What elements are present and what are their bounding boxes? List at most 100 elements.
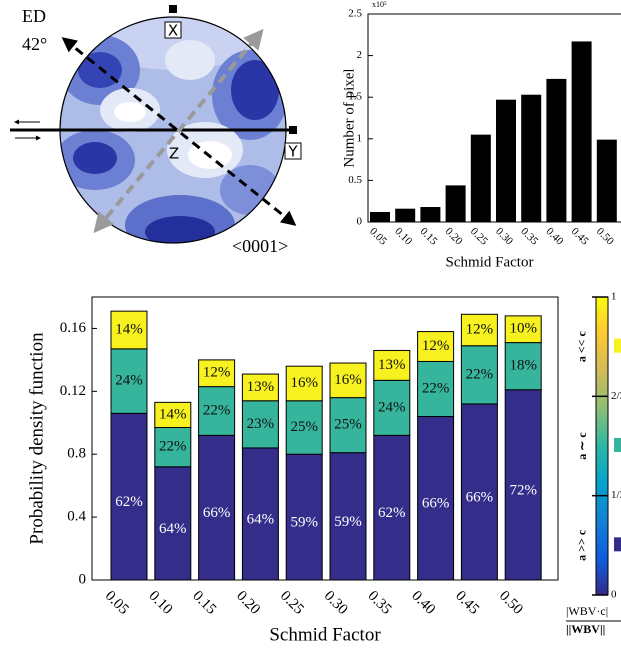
x-tick-label: 0.40 — [543, 225, 565, 247]
x-tick-label: 0.35 — [365, 588, 395, 618]
colorbar-tick-label: 2/3 — [611, 390, 621, 402]
direction-label: <0001> — [232, 236, 288, 256]
bar-segment — [241, 447, 279, 581]
y-tick-label: 1 — [357, 132, 363, 144]
y-tick-label: 0.4 — [67, 509, 86, 525]
share-label: 62% — [115, 494, 143, 510]
y-multiplier: x10⁵ — [372, 0, 387, 9]
colorbar-label-top: |WBV·c| — [566, 604, 608, 618]
bar-segment — [504, 342, 542, 391]
x-tick-label: 0.15 — [189, 588, 219, 618]
bar — [395, 208, 416, 222]
bar-segment — [154, 401, 192, 428]
x-tick-label: 0.05 — [367, 225, 389, 247]
x-tick-label: 0.45 — [569, 225, 591, 247]
share-label: 59% — [334, 514, 362, 530]
y-tick-label: 0.16 — [60, 320, 87, 336]
bar-segment — [198, 359, 236, 388]
share-label: 18% — [509, 358, 537, 374]
bar-segment — [110, 412, 148, 581]
legend-label: a >> c — [575, 529, 589, 561]
x-tick-label: 0.10 — [146, 588, 176, 618]
axis-x-label: X — [168, 22, 178, 40]
bar — [470, 134, 491, 222]
share-label: 12% — [422, 338, 450, 354]
x-tick-label: 0.25 — [277, 588, 307, 618]
y-tick-label: 0 — [79, 571, 87, 587]
share-label: 66% — [466, 489, 494, 505]
colorbar-tick-label: 1/3 — [611, 489, 621, 501]
label-box — [164, 21, 182, 39]
bar-segment — [373, 379, 411, 436]
bar-segment — [460, 313, 498, 347]
bar-segment — [241, 400, 279, 449]
y-tick-label: 0 — [357, 216, 363, 228]
legend-label: a ∼ c — [575, 432, 589, 460]
share-label: 14% — [115, 321, 143, 337]
legend-swatch — [614, 338, 621, 353]
x-tick-label: 0.05 — [102, 588, 132, 618]
axes-frame — [91, 296, 559, 581]
bar — [571, 41, 592, 223]
share-label: 12% — [466, 321, 494, 337]
x-tick-label: 0.35 — [518, 225, 540, 247]
bar-segment — [329, 397, 367, 454]
pole-figure: X Y Z ED 42° <0001> — [10, 5, 302, 256]
x-tick-label: 0.45 — [452, 588, 482, 618]
legend-swatch — [614, 438, 621, 452]
bar-segment — [110, 310, 148, 350]
y-tick-label: 0.5 — [348, 174, 362, 186]
bar-segment — [417, 415, 455, 581]
pole-marker — [289, 126, 297, 134]
colorbar-label-bottom: ||WBV|| — [566, 622, 605, 636]
bar — [496, 99, 516, 222]
share-label: 13% — [247, 379, 275, 395]
share-label: 64% — [247, 511, 275, 527]
share-label: 22% — [159, 439, 187, 455]
share-label: 16% — [290, 375, 318, 391]
x-tick-label: 0.40 — [408, 588, 438, 618]
colorbar — [595, 296, 609, 596]
bar-segment — [460, 345, 498, 405]
x-tick-label: 0.20 — [233, 588, 263, 618]
bar — [445, 185, 466, 222]
share-label: 66% — [203, 505, 231, 521]
bar-segment — [504, 389, 542, 581]
share-label: 24% — [115, 373, 143, 389]
share-label: 64% — [159, 521, 187, 537]
share-label: 22% — [203, 402, 231, 418]
axis-z-label: Z — [169, 145, 179, 163]
ed-label: ED — [22, 6, 46, 26]
colorbar-tick-label: 1 — [611, 291, 617, 303]
share-label: 22% — [422, 380, 450, 396]
share-label: 10% — [509, 321, 537, 337]
y-tick-label: 0.8 — [67, 446, 86, 462]
x-tick-label: 0.30 — [493, 225, 515, 247]
share-label: 16% — [334, 372, 362, 388]
share-label: 25% — [290, 419, 318, 435]
y-tick-label: 2 — [357, 49, 363, 61]
label-box — [284, 142, 302, 160]
x-tick-label: 0.25 — [468, 225, 490, 247]
bar-segment — [154, 466, 192, 581]
legend-label: a << c — [575, 330, 589, 362]
y-tick-label: 0.12 — [60, 383, 86, 399]
angle-label: 42° — [22, 34, 47, 54]
bar-segment — [285, 400, 323, 455]
legend-swatch — [614, 537, 621, 552]
share-label: 23% — [247, 416, 275, 432]
bar-segment — [154, 426, 192, 468]
share-label: 13% — [378, 357, 406, 373]
y-tick-label: 1.5 — [348, 91, 362, 103]
bar-segment — [285, 365, 323, 402]
bar — [370, 212, 390, 222]
bar-segment — [504, 315, 542, 344]
bar-segment — [373, 349, 411, 381]
x-tick-label: 0.30 — [321, 588, 351, 618]
x-tick-label: 0.15 — [417, 225, 439, 247]
axes-frame — [367, 13, 621, 223]
y-axis-label: Number of pixel — [341, 68, 357, 167]
bar-segment — [417, 360, 455, 417]
